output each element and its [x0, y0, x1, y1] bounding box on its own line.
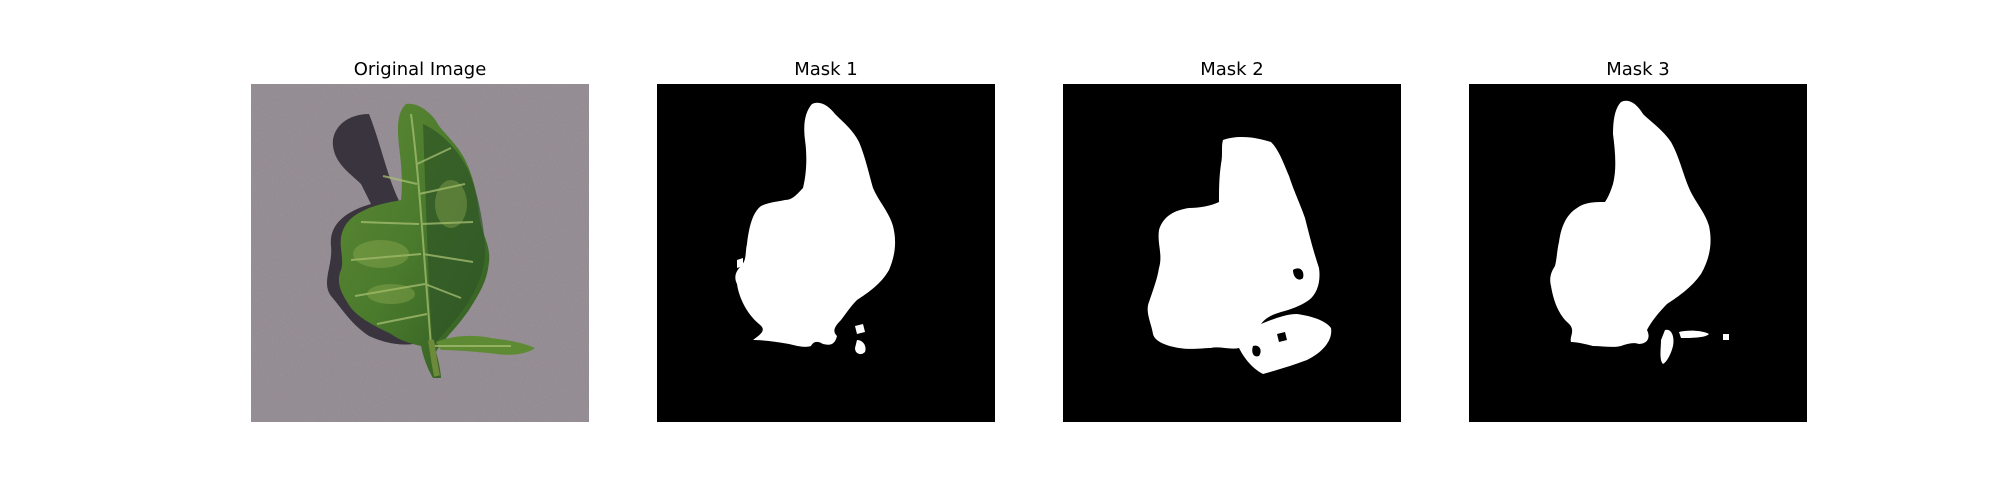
panel-title: Mask 1: [657, 58, 995, 82]
panel-mask-1: Mask 1: [657, 58, 995, 422]
panel-original-image: Original Image: [251, 58, 589, 422]
panel-mask-2: Mask 2: [1063, 58, 1401, 422]
panel-title: Original Image: [251, 58, 589, 82]
mask-fragment: [1723, 334, 1729, 340]
segmentation-mask-2: [1063, 84, 1401, 422]
original-leaf-photo: [251, 84, 589, 422]
segmentation-mask-1: [657, 84, 995, 422]
panel-mask-3: Mask 3: [1469, 58, 1807, 422]
segmentation-mask-3: [1469, 84, 1807, 422]
panel-title: Mask 2: [1063, 58, 1401, 82]
panel-title: Mask 3: [1469, 58, 1807, 82]
